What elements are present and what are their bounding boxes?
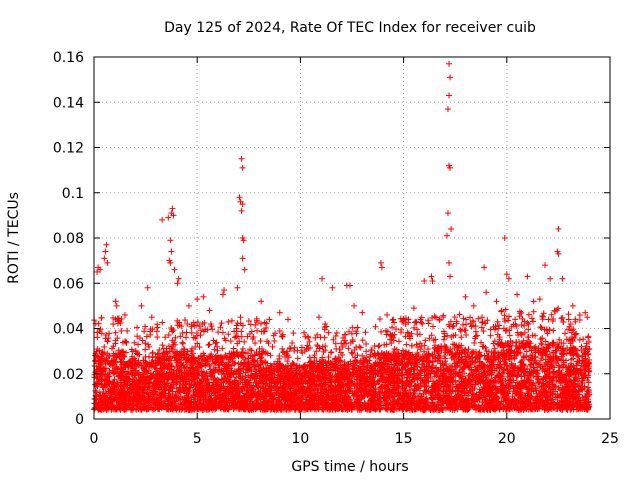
data-point (102, 391, 109, 398)
data-point (110, 402, 117, 409)
data-point (99, 369, 106, 376)
data-point (113, 391, 120, 398)
data-point (114, 320, 121, 327)
data-point (105, 352, 112, 359)
data-point (118, 366, 125, 373)
data-point (96, 355, 103, 362)
data-point (113, 363, 120, 370)
data-point (106, 330, 113, 337)
data-point (101, 343, 108, 350)
data-point (105, 371, 112, 378)
data-point (101, 373, 108, 380)
data-point (117, 358, 124, 365)
data-point (95, 378, 102, 385)
data-point (116, 372, 123, 379)
data-point (111, 376, 118, 383)
data-point (102, 365, 109, 372)
data-point (96, 364, 103, 371)
data-point (110, 350, 117, 357)
data-point (112, 316, 119, 323)
data-point (118, 316, 125, 323)
data-point (110, 379, 117, 386)
data-point (106, 378, 113, 385)
data-point (99, 349, 106, 356)
data-point (102, 384, 109, 391)
data-point (104, 338, 111, 345)
data-point (114, 351, 121, 358)
data-point (96, 328, 103, 335)
data-point (105, 399, 112, 406)
data-point (108, 405, 115, 412)
data-point (98, 314, 105, 321)
data-point (93, 389, 100, 396)
data-point (106, 367, 113, 374)
data-point (103, 379, 110, 386)
data-point (124, 384, 131, 391)
data-point (118, 327, 125, 334)
data-point (94, 375, 101, 382)
data-point (103, 331, 110, 338)
data-point (133, 367, 140, 374)
data-point (109, 362, 116, 369)
data-point (110, 343, 117, 350)
data-point (110, 388, 117, 395)
data-point (93, 374, 100, 381)
data-point (118, 348, 125, 355)
data-point (116, 373, 123, 380)
data-point (96, 347, 103, 354)
data-point (97, 406, 104, 413)
data-point (112, 369, 119, 376)
data-point (102, 402, 109, 409)
data-point (111, 406, 118, 413)
data-point (112, 329, 119, 336)
data-point (92, 404, 99, 411)
data-point (117, 387, 124, 394)
data-point (104, 398, 111, 405)
data-points-layer (91, 60, 593, 413)
data-point (107, 395, 114, 402)
data-point (116, 391, 123, 398)
data-point (110, 356, 117, 363)
data-point (115, 347, 122, 354)
data-point (118, 355, 125, 362)
data-point (93, 396, 100, 403)
data-point (117, 387, 124, 394)
data-point (134, 405, 141, 412)
data-point (102, 358, 109, 365)
data-point (105, 335, 112, 342)
